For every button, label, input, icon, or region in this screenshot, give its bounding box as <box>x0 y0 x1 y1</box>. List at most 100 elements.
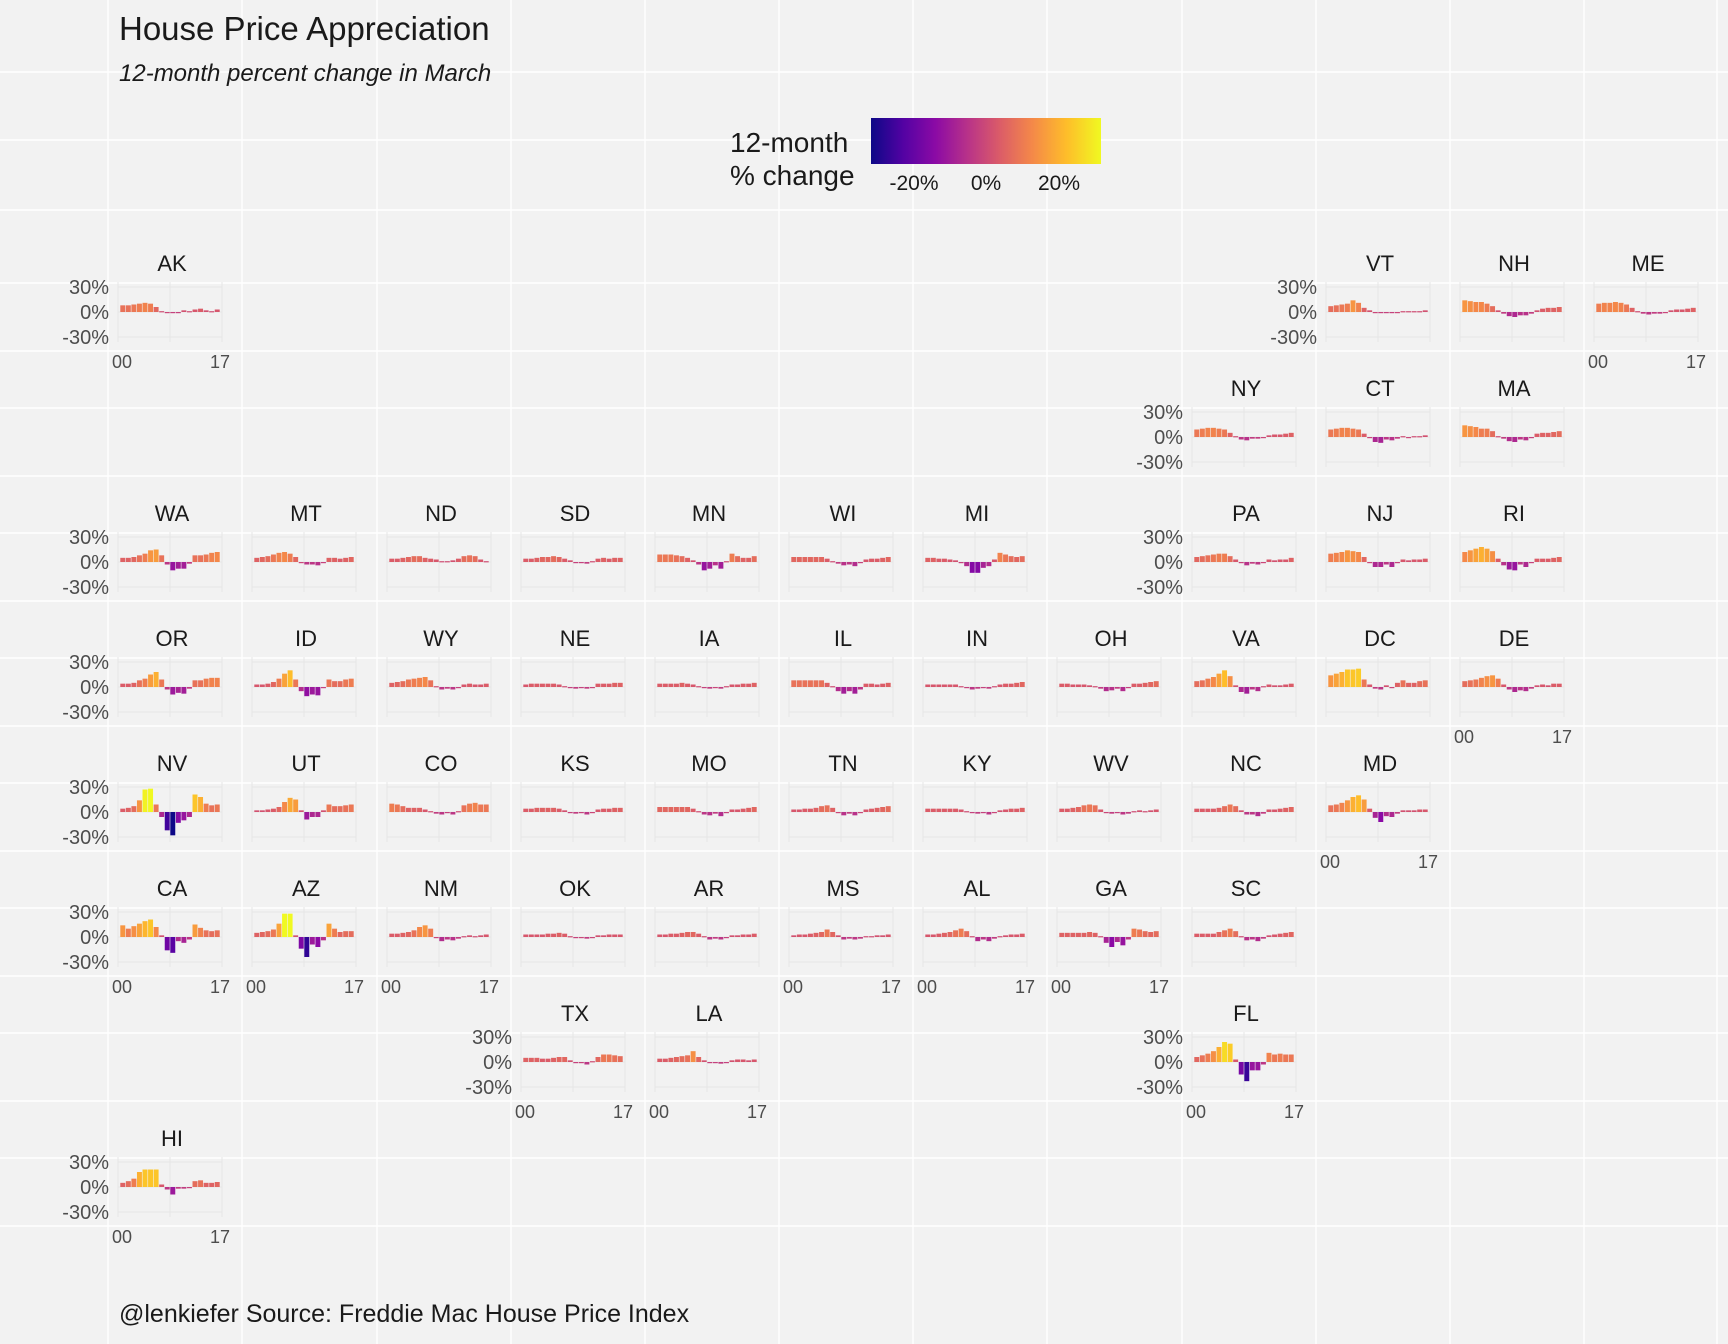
bar-nj-2013 <box>1400 559 1406 562</box>
bar-sd-2002 <box>534 557 540 562</box>
bar-mt-2015 <box>337 558 343 562</box>
bar-ut-2002 <box>265 809 271 812</box>
bar-ut-2009 <box>304 812 310 820</box>
bar-ky-2015 <box>1008 808 1014 812</box>
bar-in-2000 <box>925 684 931 687</box>
facet-il: IL <box>788 625 923 750</box>
y-tick-label: 30% <box>1277 277 1317 299</box>
bar-ky-2014 <box>1003 809 1009 812</box>
facet-label: DC <box>1364 626 1396 651</box>
bar-md-2001 <box>1333 804 1339 812</box>
bar-mn-2006 <box>690 560 696 562</box>
facet-label: ME <box>1632 251 1665 276</box>
bar-ia-2010 <box>712 687 718 689</box>
x-tick-label: 17 <box>613 1102 633 1122</box>
y-tick-label: -30% <box>62 827 109 849</box>
facet-ne: NE <box>520 625 655 750</box>
facet-ri: RI <box>1459 500 1594 625</box>
x-tick-label: 00 <box>112 1227 132 1247</box>
bar-ri-2014 <box>1540 558 1546 562</box>
bar-nc-2011 <box>1255 812 1261 817</box>
bar-az-2013 <box>326 923 332 937</box>
facet-plot: KS <box>520 751 626 842</box>
bar-nv-2008 <box>164 812 170 831</box>
bar-tx-2011 <box>584 1062 590 1065</box>
facet-label: MN <box>692 501 726 526</box>
bar-id-2006 <box>287 670 293 687</box>
bar-or-2008 <box>164 687 170 690</box>
bar-me-2000 <box>1596 303 1602 312</box>
facet-sc: SC <box>1191 875 1326 1000</box>
bar-ia-2012 <box>723 686 729 688</box>
bar-oh-2014 <box>1137 683 1143 687</box>
bar-id-2007 <box>293 679 299 687</box>
bar-tx-2010 <box>578 1062 584 1064</box>
bar-ok-2009 <box>573 937 579 939</box>
bar-wi-2001 <box>796 557 802 562</box>
bar-ms-2006 <box>824 929 830 937</box>
facet-label: PA <box>1232 501 1260 526</box>
bar-tx-2016 <box>612 1055 618 1062</box>
bar-nv-2010 <box>175 812 181 823</box>
bar-ms-2012 <box>857 937 863 939</box>
facet-me: ME 00 17 <box>1588 250 1728 375</box>
bar-dc-2007 <box>1367 684 1373 687</box>
bar-ne-2013 <box>595 683 601 687</box>
bar-mo-2013 <box>729 809 735 812</box>
bar-wi-2013 <box>863 559 869 562</box>
facet-label: KS <box>560 751 589 776</box>
bar-co-2011 <box>450 812 456 815</box>
bar-ia-2011 <box>718 687 724 689</box>
facet-mi: MI <box>922 500 1057 625</box>
bar-ne-2017 <box>617 682 623 687</box>
bar-ky-2006 <box>958 809 964 812</box>
bar-ct-2001 <box>1333 428 1339 437</box>
bar-de-2017 <box>1556 683 1562 687</box>
bar-de-2009 <box>1512 687 1518 692</box>
bar-nc-2006 <box>1227 804 1233 812</box>
y-tick-label: 0% <box>1154 1052 1183 1074</box>
bar-or-2014 <box>198 680 204 687</box>
bar-ct-2015 <box>1411 436 1417 438</box>
bar-nc-2001 <box>1199 808 1205 812</box>
bar-la-2003 <box>673 1057 679 1062</box>
bar-ak-2009 <box>170 312 176 314</box>
bar-wy-2001 <box>394 682 400 687</box>
bar-ms-2000 <box>791 935 797 937</box>
bar-al-2015 <box>1008 934 1014 937</box>
bar-il-2008 <box>835 687 841 692</box>
bar-nm-2014 <box>467 935 473 937</box>
bar-mo-2008 <box>701 812 707 815</box>
bar-sc-2007 <box>1233 931 1239 937</box>
bar-pa-2012 <box>1260 562 1266 564</box>
bar-il-2005 <box>819 680 825 687</box>
bar-ne-2009 <box>573 687 579 689</box>
bar-ar-2010 <box>712 937 718 939</box>
bar-dc-2016 <box>1417 681 1423 687</box>
bar-nm-2016 <box>478 935 484 937</box>
bar-nh-2005 <box>1490 306 1496 312</box>
bar-or-2016 <box>209 677 215 687</box>
bar-nc-2003 <box>1210 808 1216 812</box>
bar-mn-2001 <box>662 554 668 562</box>
bar-ga-2017 <box>1153 931 1159 937</box>
bar-dc-2005 <box>1356 668 1362 687</box>
bar-ar-2000 <box>657 934 663 937</box>
bar-wi-2015 <box>874 558 880 562</box>
bar-oh-2016 <box>1148 682 1154 687</box>
bar-co-2009 <box>439 812 445 815</box>
bar-ma-2014 <box>1540 432 1546 437</box>
bar-va-2002 <box>1205 678 1211 687</box>
bar-ms-2014 <box>869 936 875 938</box>
facet-plot: MD 00 17 <box>1320 751 1438 872</box>
bar-ok-2011 <box>584 937 590 939</box>
bar-ms-2015 <box>874 935 880 937</box>
bar-ma-2015 <box>1545 432 1551 437</box>
bar-ks-2015 <box>606 808 612 812</box>
y-tick-label: -30% <box>1270 327 1317 349</box>
facet-or: OR 30% 0% -30% <box>62 625 252 750</box>
bar-ut-2015 <box>337 806 343 812</box>
y-tick-label: -30% <box>1136 577 1183 599</box>
bar-de-2013 <box>1534 685 1540 687</box>
bar-id-2008 <box>298 687 304 692</box>
